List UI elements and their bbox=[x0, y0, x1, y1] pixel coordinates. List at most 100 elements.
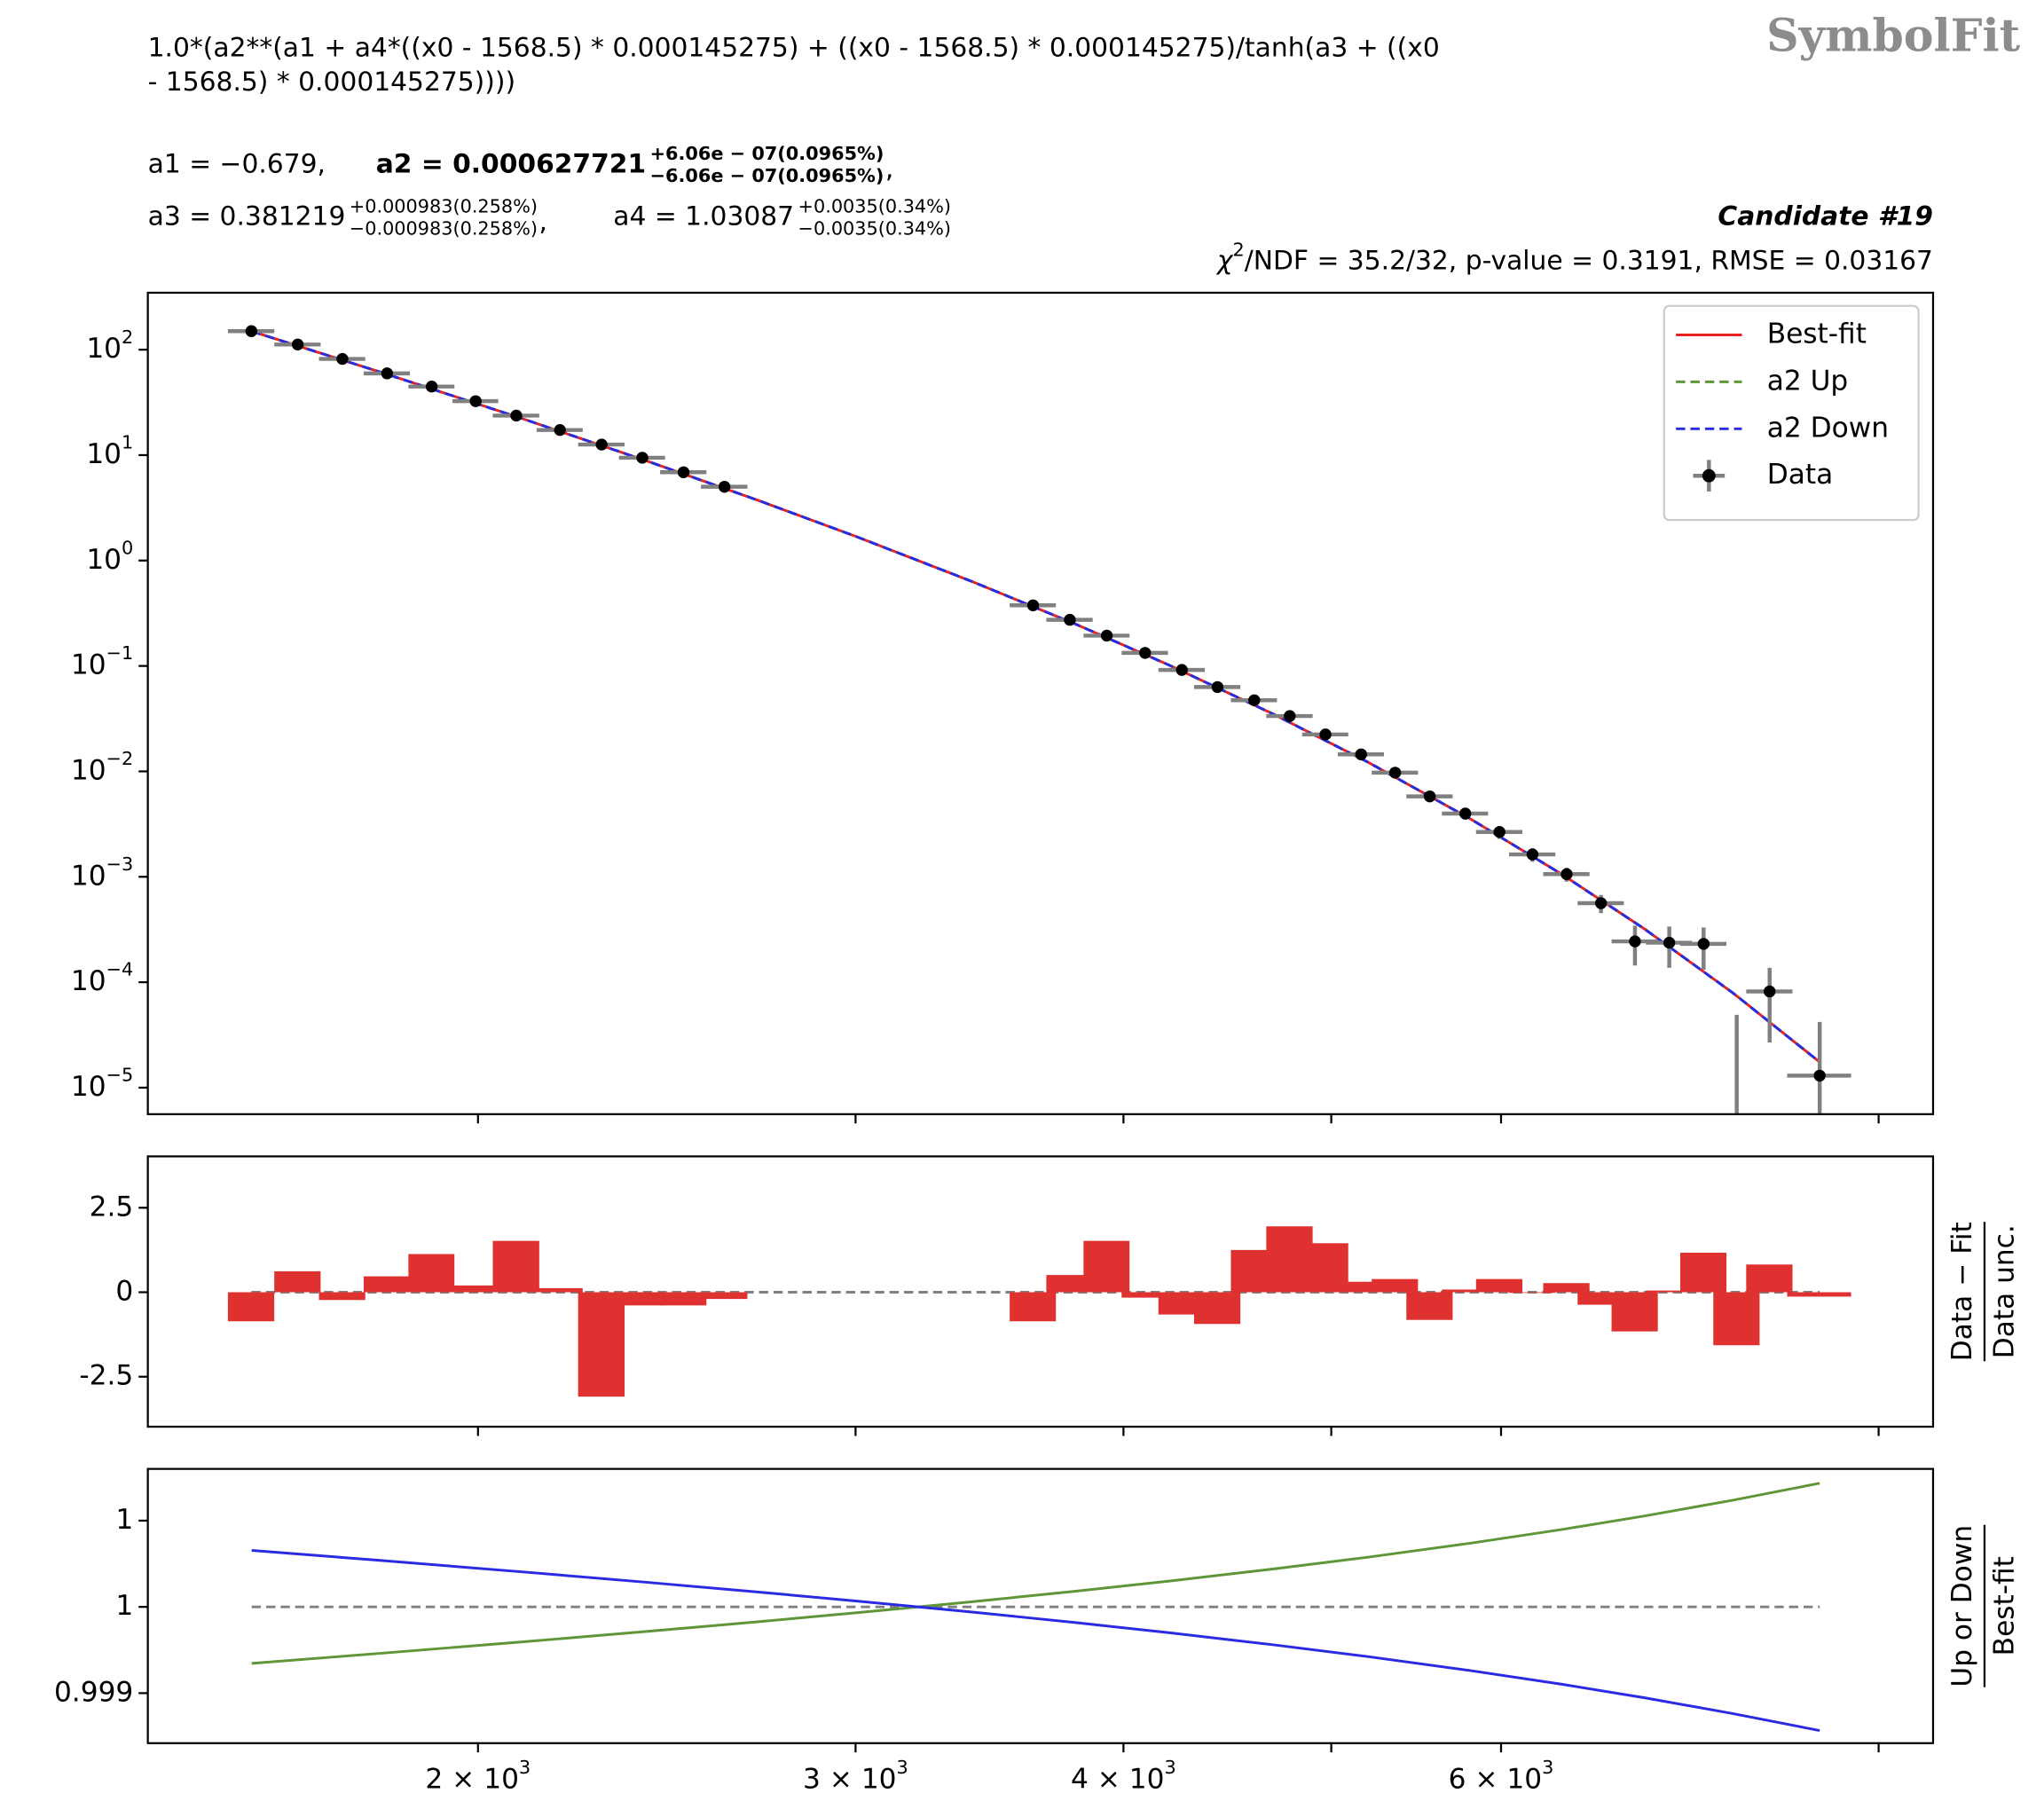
residual-bar bbox=[318, 1292, 366, 1301]
y-tick-label: 0.999 bbox=[54, 1676, 133, 1708]
parameter-error-down: −6.06e − 07(0.0965%) bbox=[650, 165, 884, 186]
data-point bbox=[1764, 985, 1776, 998]
x-tick-exponent: 3 bbox=[897, 1757, 908, 1778]
x-tick-exponent: 3 bbox=[1165, 1757, 1176, 1778]
y-tick-exponent: 1 bbox=[122, 432, 133, 453]
formula-line: 1.0*(a2**(a1 + a4*((x0 - 1568.5) * 0.000… bbox=[148, 32, 1440, 63]
data-point bbox=[425, 381, 438, 393]
y-tick-label: 102 bbox=[86, 326, 133, 365]
x-tick-text: 4 × 10 bbox=[1071, 1763, 1165, 1795]
y-axis-label: Best-fit bbox=[1989, 1556, 2021, 1656]
y-tick-text: 10 bbox=[86, 333, 122, 365]
series-line bbox=[251, 1482, 1820, 1665]
residual-bar bbox=[274, 1270, 321, 1293]
data-point bbox=[1423, 790, 1436, 803]
data-point bbox=[1026, 599, 1040, 611]
series-line bbox=[251, 330, 1821, 1064]
y-tick-text: 10 bbox=[71, 965, 106, 997]
data-point bbox=[469, 395, 482, 407]
residual-bar bbox=[227, 1292, 275, 1322]
data-point bbox=[1319, 728, 1332, 741]
x-tick-text: 6 × 10 bbox=[1449, 1763, 1543, 1795]
residual-bar bbox=[1193, 1292, 1241, 1325]
y-tick-exponent: −2 bbox=[106, 748, 134, 769]
x-tick-label: 6 × 103 bbox=[1449, 1757, 1554, 1795]
residual-bar bbox=[1679, 1252, 1727, 1293]
y-tick-label: 0 bbox=[115, 1276, 133, 1308]
separator: , bbox=[539, 207, 546, 238]
y-tick-label: 10−3 bbox=[71, 853, 133, 892]
data-point bbox=[1355, 748, 1367, 760]
data-point bbox=[1526, 848, 1539, 861]
residual-bar bbox=[1475, 1278, 1523, 1293]
stats-text: /NDF = 35.2/32, p-value = 0.3191, RMSE =… bbox=[1245, 245, 1933, 276]
legend-box bbox=[1663, 304, 1920, 522]
residual-bar bbox=[536, 1287, 583, 1293]
fit-stats: χ2/NDF = 35.2/32, p-value = 0.3191, RMSE… bbox=[1215, 239, 1933, 275]
y-tick-exponent: −5 bbox=[106, 1065, 134, 1086]
data-point bbox=[1594, 897, 1608, 909]
y-axis-label: Up or Down bbox=[1946, 1525, 1978, 1687]
plot-area bbox=[227, 325, 1851, 1114]
chi-exponent: 2 bbox=[1233, 239, 1245, 260]
y-tick-label: 101 bbox=[86, 432, 133, 470]
chi-symbol: χ bbox=[1215, 245, 1234, 276]
data-point bbox=[1813, 1069, 1826, 1082]
y-tick-text: 10 bbox=[86, 544, 122, 576]
plot-area bbox=[227, 1226, 1851, 1397]
y-axis-label: Data − Fit bbox=[1946, 1222, 1978, 1361]
parameter: a2 = 0.000627721 bbox=[376, 148, 646, 179]
legend-label: Best-fit bbox=[1767, 318, 1867, 350]
y-tick-label: 2.5 bbox=[90, 1191, 134, 1223]
y-tick-label: 1 bbox=[115, 1504, 133, 1536]
residual-bar bbox=[1442, 1289, 1489, 1293]
residual-bar bbox=[1787, 1292, 1851, 1297]
parameter: a1 = −0.679, bbox=[148, 148, 326, 179]
data-point bbox=[1561, 868, 1573, 880]
plot-area bbox=[251, 1482, 1820, 1733]
y-tick-text: 10 bbox=[86, 438, 122, 470]
y-tick-text: 1 bbox=[115, 1590, 133, 1622]
residual-bar bbox=[1372, 1278, 1419, 1293]
data-point bbox=[1100, 629, 1113, 642]
x-tick-text: 3 × 10 bbox=[803, 1763, 897, 1795]
data-point bbox=[381, 367, 394, 380]
y-tick-label: 10−2 bbox=[71, 748, 133, 786]
data-point bbox=[595, 438, 608, 451]
axes-frame bbox=[146, 291, 1935, 1115]
data-point bbox=[1493, 826, 1505, 838]
data-point bbox=[554, 423, 566, 437]
axes-frame bbox=[146, 1155, 1935, 1428]
data-point bbox=[1139, 647, 1152, 659]
residual-bar bbox=[452, 1285, 499, 1293]
y-tick-label: 100 bbox=[86, 537, 133, 575]
data-point bbox=[510, 409, 523, 422]
residual-bar bbox=[1406, 1292, 1453, 1320]
legend-label: Data bbox=[1767, 459, 1834, 491]
y-tick-text: 10 bbox=[71, 649, 106, 681]
x-tick-exponent: 3 bbox=[519, 1757, 531, 1778]
parameter-error-down: −0.0035(0.34%) bbox=[798, 218, 951, 240]
y-tick-text: -2.5 bbox=[79, 1360, 133, 1392]
residual-bar bbox=[492, 1240, 539, 1293]
x-tick-text: 2 × 10 bbox=[425, 1763, 519, 1795]
y-tick-exponent: −1 bbox=[106, 642, 134, 664]
residual-bar bbox=[408, 1254, 455, 1293]
y-tick-exponent: −4 bbox=[106, 959, 134, 980]
data-point bbox=[336, 352, 349, 366]
parameter-error-up: +0.0035(0.34%) bbox=[798, 195, 951, 216]
series-line bbox=[251, 330, 1821, 1064]
parameter-error-down: −0.000983(0.258%) bbox=[350, 218, 538, 240]
candidate: Candidate #19 bbox=[1718, 201, 1933, 232]
y-tick-label: 1 bbox=[115, 1590, 133, 1622]
y-tick-exponent: 2 bbox=[122, 326, 133, 348]
series-line bbox=[251, 1549, 1820, 1733]
legend-label: a2 Down bbox=[1767, 412, 1889, 444]
residual-bar bbox=[578, 1292, 625, 1397]
residual-bar bbox=[1746, 1264, 1793, 1293]
parameter: a3 = 0.381219 bbox=[148, 201, 346, 232]
residual-bar bbox=[1646, 1290, 1693, 1293]
residual-bar bbox=[701, 1292, 748, 1300]
y-tick-text: 10 bbox=[71, 1071, 106, 1103]
